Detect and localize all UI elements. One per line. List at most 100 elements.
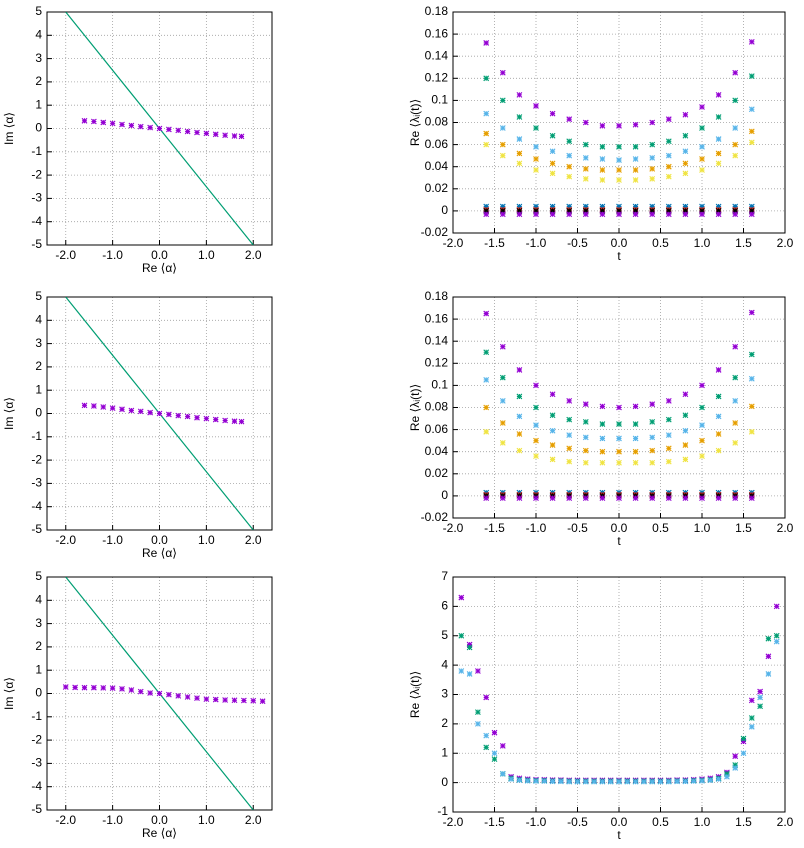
data-point — [483, 211, 490, 218]
data-point — [665, 416, 672, 423]
data-point — [100, 685, 107, 691]
data-point — [516, 136, 523, 142]
data-point — [665, 163, 672, 170]
data-point — [184, 694, 191, 700]
y-tick-label: 4 — [35, 312, 42, 326]
data-point — [558, 778, 564, 785]
data-point — [483, 349, 490, 356]
data-point — [699, 422, 705, 429]
data-point — [699, 143, 705, 150]
data-point — [649, 211, 656, 218]
data-point — [566, 203, 573, 210]
data-point — [533, 495, 539, 501]
data-point — [458, 632, 465, 639]
data-point — [682, 132, 689, 139]
data-point — [732, 343, 739, 350]
data-point — [582, 211, 589, 218]
data-point — [516, 777, 523, 784]
data-point — [748, 495, 755, 501]
y-tick-label: 0.12 — [425, 355, 449, 369]
data-point — [682, 170, 689, 177]
data-point — [748, 375, 755, 382]
data-point — [765, 635, 772, 642]
data-point — [566, 173, 573, 180]
data-point — [119, 406, 125, 413]
data-point — [194, 129, 200, 136]
y-tick-label: -4 — [31, 214, 42, 228]
data-point — [165, 691, 172, 698]
data-point — [582, 401, 589, 408]
data-point — [748, 715, 755, 721]
data-point — [616, 211, 622, 218]
data-point — [715, 91, 722, 98]
data-point — [649, 418, 656, 425]
data-point — [516, 91, 523, 98]
data-point — [632, 208, 639, 214]
x-axis-label: t — [617, 249, 621, 263]
data-point — [147, 690, 154, 696]
data-point — [100, 404, 107, 410]
data-point — [740, 735, 747, 742]
y-tick-label: 2 — [35, 359, 42, 373]
data-point — [128, 122, 135, 129]
data-point — [549, 456, 556, 463]
data-point — [757, 694, 763, 701]
y-tick-label: 1 — [441, 745, 448, 759]
x-tick-label: -1.0 — [102, 533, 123, 547]
data-point — [715, 495, 722, 501]
data-point — [90, 684, 97, 691]
data-point — [549, 495, 556, 501]
data-point — [582, 208, 589, 214]
data-point — [499, 770, 506, 777]
y-tick-label: 0.16 — [425, 311, 449, 325]
y-tick-label: 0.18 — [425, 4, 449, 18]
data-point — [541, 778, 548, 785]
data-point — [90, 403, 97, 409]
data-point — [682, 208, 689, 214]
data-point — [599, 156, 606, 162]
y-tick-label: -4 — [31, 779, 42, 793]
data-point — [665, 778, 672, 785]
data-point — [699, 404, 705, 411]
data-point — [641, 778, 647, 785]
y-tick-label: 2 — [441, 716, 448, 730]
data-point — [682, 778, 689, 785]
y-tick-label: 3 — [441, 687, 448, 701]
data-point — [665, 397, 672, 404]
data-point — [665, 458, 672, 465]
data-point — [616, 177, 622, 183]
chart-panel: -2.0 -1.0 0.0 1.0 2.0 -5 -4 -3 -2 -1 0 1 2 3 4 5 Re ⟨α⟩ I… — [2, 289, 273, 560]
data-point — [137, 123, 144, 130]
data-point — [649, 401, 656, 408]
data-point — [203, 415, 210, 422]
x-tick-label: -0.5 — [567, 236, 588, 250]
data-point — [748, 211, 755, 218]
x-tick-label: 0.5 — [652, 521, 669, 535]
y-tick-label: 2 — [35, 639, 42, 653]
data-point — [483, 208, 490, 214]
data-point — [194, 414, 200, 421]
x-tick-label: -0.5 — [567, 815, 588, 829]
data-point — [649, 119, 656, 126]
data-point — [516, 447, 523, 454]
y-axis-label: Re ⟨λᵢ(t)⟩ — [408, 671, 422, 718]
data-point — [566, 458, 573, 465]
data-point — [665, 138, 672, 145]
data-point — [499, 420, 506, 426]
data-point — [616, 448, 622, 455]
y-tick-label: 0 — [441, 488, 448, 502]
data-point — [516, 160, 523, 167]
series-group — [65, 297, 254, 530]
data-point — [682, 148, 689, 155]
x-tick-label: 2.0 — [777, 236, 794, 250]
data-point — [582, 447, 589, 454]
y-tick-label: 1 — [35, 662, 42, 676]
data-point — [175, 127, 182, 134]
data-point — [599, 459, 606, 466]
data-point — [499, 97, 506, 104]
data-point — [616, 495, 622, 501]
y-tick-label: 6 — [441, 599, 448, 613]
data-point — [491, 729, 498, 736]
